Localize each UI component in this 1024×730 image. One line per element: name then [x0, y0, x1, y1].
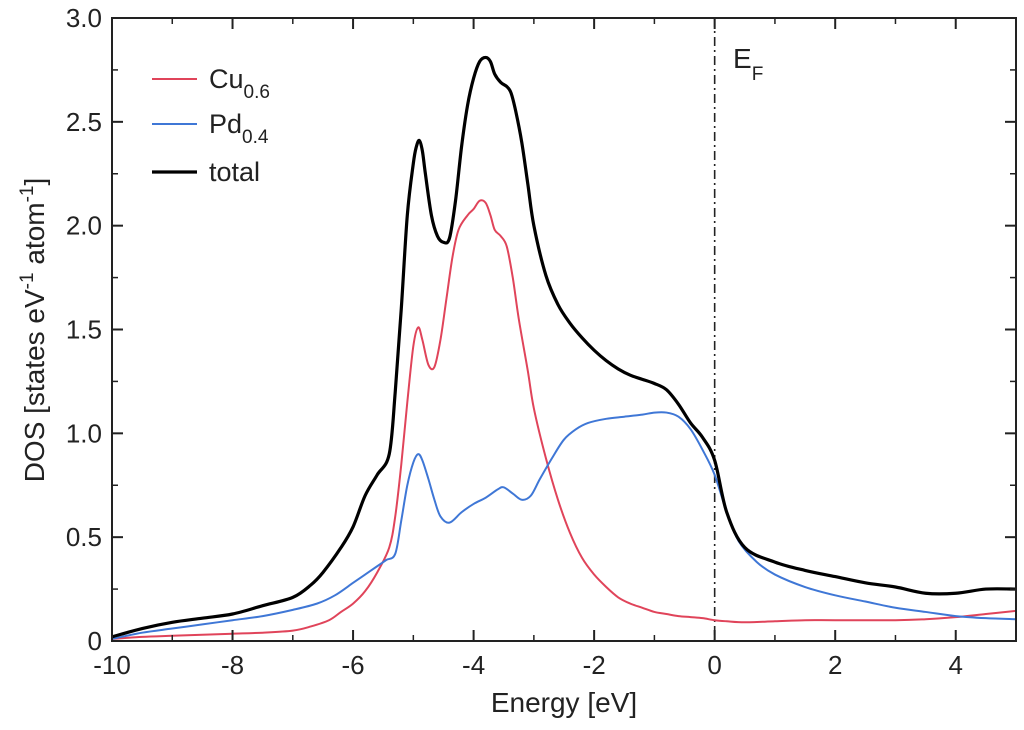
y-tick-label: 2.5	[66, 107, 102, 137]
legend: Cu0.6 Pd0.4 total	[152, 64, 270, 187]
x-tick-label: 4	[948, 650, 962, 680]
legend-label-pd-base: Pd	[209, 109, 242, 139]
x-tick-label: 0	[707, 650, 721, 680]
x-axis-title: Energy [eV]	[491, 687, 637, 718]
x-tick-label: -10	[93, 650, 131, 680]
y-tick-label: 3.0	[66, 3, 102, 33]
legend-label-cu-base: Cu	[209, 64, 244, 94]
x-tick-label: -4	[462, 650, 485, 680]
legend-label-pd-sub: 0.4	[242, 127, 269, 148]
legend-label-pd: Pd0.4	[209, 109, 269, 148]
series-line-total	[112, 55, 1016, 639]
fermi-label-base: E	[733, 43, 752, 74]
series-line-pd	[112, 411, 1016, 640]
y-tick-label: 0.5	[66, 522, 102, 552]
series-line-cu	[112, 199, 1016, 640]
legend-label-cu: Cu0.6	[209, 64, 270, 103]
series-layer	[112, 55, 1016, 640]
x-tick-label: -8	[221, 650, 244, 680]
x-tick-label: -6	[342, 650, 365, 680]
y-axis-title-exp2: -1	[17, 185, 38, 202]
y-axis-title-base: DOS [states eV	[19, 289, 50, 482]
x-tick-label: 2	[828, 650, 842, 680]
tick-layer: -10 -8 -6 -4 -2 0 2 4 0 0.5 1.0 1.5 2.0 2.5 3.0	[66, 3, 1016, 680]
y-axis-title-exp1: -1	[17, 272, 38, 289]
y-tick-label: 0	[88, 626, 102, 656]
legend-label-cu-sub: 0.6	[244, 82, 270, 103]
x-tick-label: -2	[583, 650, 606, 680]
fermi-label-sub: F	[752, 64, 764, 85]
y-tick-label: 1.5	[66, 315, 102, 345]
y-axis-title-end: ]	[19, 178, 50, 186]
y-axis-title-mid: atom	[19, 202, 50, 272]
y-tick-label: 1.0	[66, 418, 102, 448]
legend-label-total: total	[209, 157, 260, 187]
y-tick-label: 2.0	[66, 211, 102, 241]
y-axis-title: DOS [states eV-1 atom-1]	[17, 178, 50, 483]
fermi-level-label: EF	[733, 43, 763, 85]
